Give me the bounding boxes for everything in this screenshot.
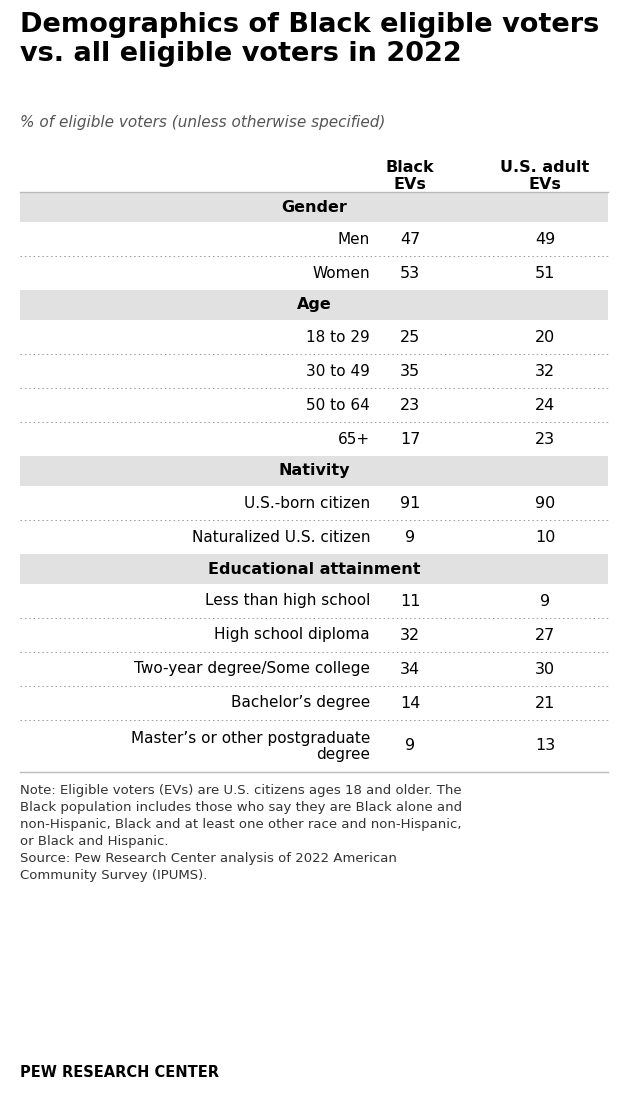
Text: Black population includes those who say they are Black alone and: Black population includes those who say … bbox=[20, 801, 462, 814]
Text: 34: 34 bbox=[400, 662, 420, 676]
Text: non-Hispanic, Black and at least one other race and non-Hispanic,: non-Hispanic, Black and at least one oth… bbox=[20, 818, 461, 831]
Text: 20: 20 bbox=[535, 329, 555, 345]
Text: 9: 9 bbox=[405, 738, 415, 754]
Text: 11: 11 bbox=[400, 594, 420, 608]
Text: U.S.-born citizen: U.S.-born citizen bbox=[244, 496, 370, 510]
Text: degree: degree bbox=[316, 746, 370, 762]
Text: 23: 23 bbox=[535, 431, 555, 447]
Text: Master’s or other postgraduate: Master’s or other postgraduate bbox=[131, 731, 370, 745]
Text: Source: Pew Research Center analysis of 2022 American: Source: Pew Research Center analysis of … bbox=[20, 852, 397, 865]
Text: 23: 23 bbox=[400, 397, 420, 413]
Text: Educational attainment: Educational attainment bbox=[208, 562, 420, 576]
Text: 30 to 49: 30 to 49 bbox=[306, 364, 370, 378]
Bar bbox=[20, 456, 608, 486]
Text: Demographics of Black eligible voters
vs. all eligible voters in 2022: Demographics of Black eligible voters vs… bbox=[20, 12, 600, 67]
Text: PEW RESEARCH CENTER: PEW RESEARCH CENTER bbox=[20, 1065, 219, 1080]
Text: Men: Men bbox=[338, 231, 370, 247]
Text: 14: 14 bbox=[400, 695, 420, 711]
Text: U.S. adult
EVs: U.S. adult EVs bbox=[500, 160, 590, 192]
Text: Black
EVs: Black EVs bbox=[386, 160, 435, 192]
Text: 50 to 64: 50 to 64 bbox=[306, 397, 370, 413]
Bar bbox=[20, 554, 608, 584]
Text: 35: 35 bbox=[400, 364, 420, 378]
Bar bbox=[20, 192, 608, 222]
Text: Community Survey (IPUMS).: Community Survey (IPUMS). bbox=[20, 868, 207, 882]
Text: 53: 53 bbox=[400, 266, 420, 280]
Text: Age: Age bbox=[296, 298, 331, 312]
Text: 32: 32 bbox=[400, 627, 420, 643]
Text: 24: 24 bbox=[535, 397, 555, 413]
Text: 49: 49 bbox=[535, 231, 555, 247]
Text: 21: 21 bbox=[535, 695, 555, 711]
Text: 25: 25 bbox=[400, 329, 420, 345]
Text: or Black and Hispanic.: or Black and Hispanic. bbox=[20, 835, 169, 848]
Text: 27: 27 bbox=[535, 627, 555, 643]
Text: Two-year degree/Some college: Two-year degree/Some college bbox=[134, 662, 370, 676]
Text: 51: 51 bbox=[535, 266, 555, 280]
Text: 10: 10 bbox=[535, 529, 555, 545]
Text: Note: Eligible voters (EVs) are U.S. citizens ages 18 and older. The: Note: Eligible voters (EVs) are U.S. cit… bbox=[20, 784, 462, 797]
Text: Less than high school: Less than high school bbox=[205, 594, 370, 608]
Text: Gender: Gender bbox=[281, 199, 347, 215]
Text: 30: 30 bbox=[535, 662, 555, 676]
Text: Bachelor’s degree: Bachelor’s degree bbox=[231, 695, 370, 711]
Text: Women: Women bbox=[312, 266, 370, 280]
Text: Nativity: Nativity bbox=[278, 464, 350, 478]
Text: % of eligible voters (unless otherwise specified): % of eligible voters (unless otherwise s… bbox=[20, 115, 386, 130]
Text: 47: 47 bbox=[400, 231, 420, 247]
Text: 90: 90 bbox=[535, 496, 555, 510]
Text: 18 to 29: 18 to 29 bbox=[306, 329, 370, 345]
Bar bbox=[20, 290, 608, 320]
Text: 32: 32 bbox=[535, 364, 555, 378]
Text: 9: 9 bbox=[405, 529, 415, 545]
Text: 13: 13 bbox=[535, 738, 555, 754]
Text: 91: 91 bbox=[400, 496, 420, 510]
Text: 17: 17 bbox=[400, 431, 420, 447]
Text: High school diploma: High school diploma bbox=[215, 627, 370, 643]
Text: 65+: 65+ bbox=[338, 431, 370, 447]
Text: 9: 9 bbox=[540, 594, 550, 608]
Text: Naturalized U.S. citizen: Naturalized U.S. citizen bbox=[192, 529, 370, 545]
